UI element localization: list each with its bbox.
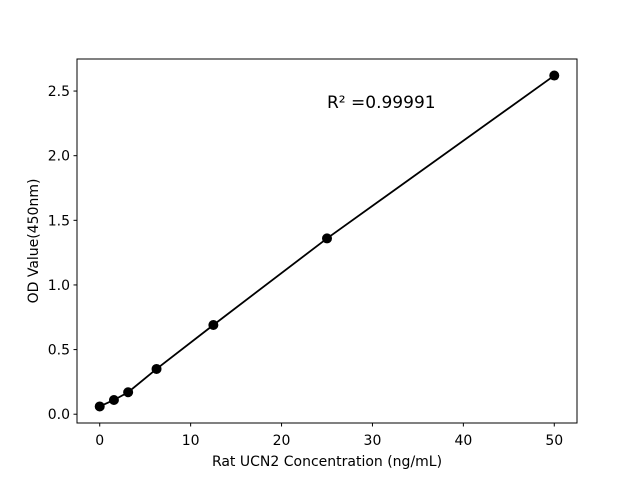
data-point (151, 363, 162, 374)
x-tick-label: 0 (95, 433, 104, 449)
data-point (322, 233, 332, 244)
y-tick-label: 1.5 (48, 213, 70, 229)
data-point (208, 320, 219, 331)
x-tick-label: 10 (182, 433, 200, 449)
y-tick-label: 0.5 (48, 343, 70, 359)
r-squared-annotation: R² =0.99991 (327, 93, 436, 113)
y-tick-label: 0.0 (48, 407, 70, 423)
y-tick-label: 1.0 (48, 278, 70, 294)
axes-frame (76, 58, 578, 424)
plot-elements: 0 10 20 30 40 50 0.0 0.5 1.0 1.5 2.0 2.5 (48, 58, 578, 449)
y-tick-label: 2.0 (48, 149, 70, 165)
x-axis-label: Rat UCN2 Concentration (ng/mL) (212, 454, 442, 470)
x-tick-label: 20 (273, 433, 291, 449)
y-axis-label: OD Value(450nm) (26, 179, 42, 304)
data-point (94, 401, 105, 412)
x-tick-label: 40 (454, 433, 472, 449)
x-tick-label: 30 (364, 433, 382, 449)
data-point (108, 394, 119, 405)
y-tick-label: 2.5 (48, 84, 70, 100)
data-point (123, 387, 134, 398)
data-point (549, 70, 560, 81)
x-tick-label: 50 (545, 433, 563, 449)
